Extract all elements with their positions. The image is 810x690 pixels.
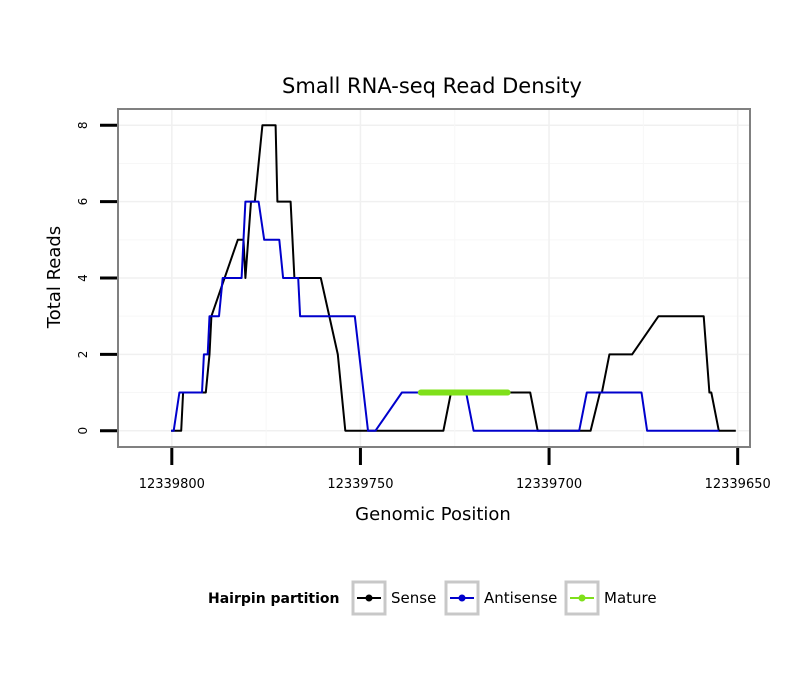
x-tick-label: 12339700 bbox=[516, 477, 582, 492]
y-tick-label: 6 bbox=[76, 198, 90, 206]
legend-label-sense: Sense bbox=[391, 589, 436, 607]
x-axis-label: Genomic Position bbox=[355, 504, 511, 525]
chart-title: Small RNA-seq Read Density bbox=[282, 74, 582, 98]
series-line-sense bbox=[171, 124, 736, 432]
legend-label-mature: Mature bbox=[604, 589, 657, 607]
y-tick-label: 0 bbox=[76, 427, 90, 435]
x-tick-label: 12339750 bbox=[327, 477, 393, 492]
y-tick-label: 2 bbox=[76, 351, 90, 359]
legend-key-dot bbox=[365, 594, 373, 602]
y-tick-label: 4 bbox=[76, 274, 90, 282]
legend-label-antisense: Antisense bbox=[484, 589, 557, 607]
x-tick-label: 12339800 bbox=[139, 477, 205, 492]
y-axis-label: Total Reads bbox=[44, 226, 65, 329]
legend-title: Hairpin partition bbox=[208, 591, 339, 607]
y-tick-label: 8 bbox=[76, 121, 90, 129]
legend: Hairpin partition Sense Antisense Mature bbox=[208, 580, 657, 616]
series-layer bbox=[171, 124, 736, 432]
legend-key-dot bbox=[578, 594, 586, 602]
legend-key-dot bbox=[458, 594, 466, 602]
y-axis: 0 2 4 6 8 bbox=[76, 121, 117, 435]
x-axis: 12339800 12339750 12339700 12339650 bbox=[139, 448, 771, 492]
x-tick-label: 12339650 bbox=[705, 477, 771, 492]
series-line-antisense bbox=[171, 200, 719, 432]
grid-lines bbox=[119, 110, 749, 446]
